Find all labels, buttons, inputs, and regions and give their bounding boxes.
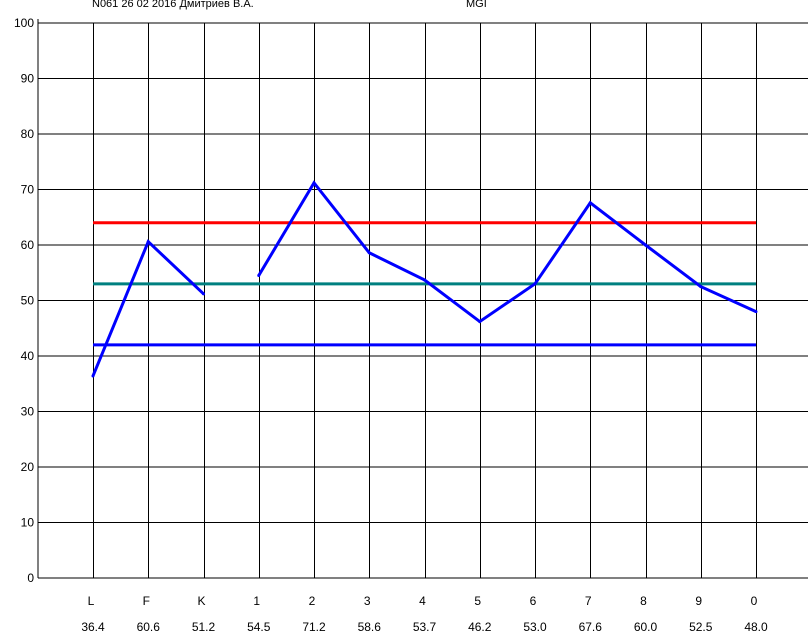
data-point bbox=[423, 278, 426, 281]
x-tick-label: 1 bbox=[253, 594, 260, 608]
value-label: 36.4 bbox=[81, 620, 105, 634]
y-tick-label: 50 bbox=[21, 294, 35, 308]
header-left-text: N061 26 02 2016 Дмитриев В.А. bbox=[92, 0, 254, 10]
y-tick-label: 60 bbox=[21, 238, 35, 252]
header-right-text: MGI bbox=[466, 0, 487, 10]
value-label: 52.5 bbox=[689, 620, 713, 634]
data-point bbox=[147, 240, 150, 243]
x-tick-label: 2 bbox=[309, 594, 316, 608]
value-label: 71.2 bbox=[302, 620, 326, 634]
value-label: 54.5 bbox=[247, 620, 271, 634]
y-tick-label: 70 bbox=[21, 183, 35, 197]
x-tick-label: 7 bbox=[585, 594, 592, 608]
y-tick-label: 20 bbox=[21, 460, 35, 474]
data-point bbox=[257, 274, 260, 277]
data-point bbox=[92, 374, 95, 377]
value-label: 58.6 bbox=[358, 620, 382, 634]
x-tick-label: F bbox=[143, 594, 150, 608]
value-label: 60.6 bbox=[137, 620, 161, 634]
x-tick-label: 0 bbox=[751, 594, 758, 608]
x-tick-label: L bbox=[88, 594, 95, 608]
y-tick-label: 10 bbox=[21, 516, 35, 530]
x-tick-label: 8 bbox=[640, 594, 647, 608]
value-label: 51.2 bbox=[192, 620, 216, 634]
x-tick-label: 4 bbox=[419, 594, 426, 608]
y-tick-label: 30 bbox=[21, 405, 35, 419]
value-label: 67.6 bbox=[579, 620, 603, 634]
data-point bbox=[755, 310, 758, 313]
value-label: 48.0 bbox=[744, 620, 768, 634]
data-point bbox=[478, 320, 481, 323]
value-label: 60.0 bbox=[634, 620, 658, 634]
data-point bbox=[368, 251, 371, 254]
value-label: 46.2 bbox=[468, 620, 492, 634]
data-point bbox=[313, 181, 316, 184]
y-tick-label: 80 bbox=[21, 127, 35, 141]
y-tick-label: 0 bbox=[27, 571, 34, 585]
value-label: 53.7 bbox=[413, 620, 437, 634]
x-tick-label: 9 bbox=[695, 594, 702, 608]
x-tick-label: K bbox=[197, 594, 205, 608]
x-tick-label: 5 bbox=[474, 594, 481, 608]
data-point bbox=[644, 244, 647, 247]
data-point bbox=[202, 292, 205, 295]
y-tick-label: 90 bbox=[21, 72, 35, 86]
value-label: 53.0 bbox=[523, 620, 547, 634]
x-tick-label: 3 bbox=[364, 594, 371, 608]
y-tick-label: 40 bbox=[21, 349, 35, 363]
data-point bbox=[699, 285, 702, 288]
y-tick-label: 100 bbox=[14, 16, 34, 30]
x-tick-label: 6 bbox=[530, 594, 537, 608]
data-point bbox=[534, 282, 537, 285]
data-point bbox=[589, 201, 592, 204]
